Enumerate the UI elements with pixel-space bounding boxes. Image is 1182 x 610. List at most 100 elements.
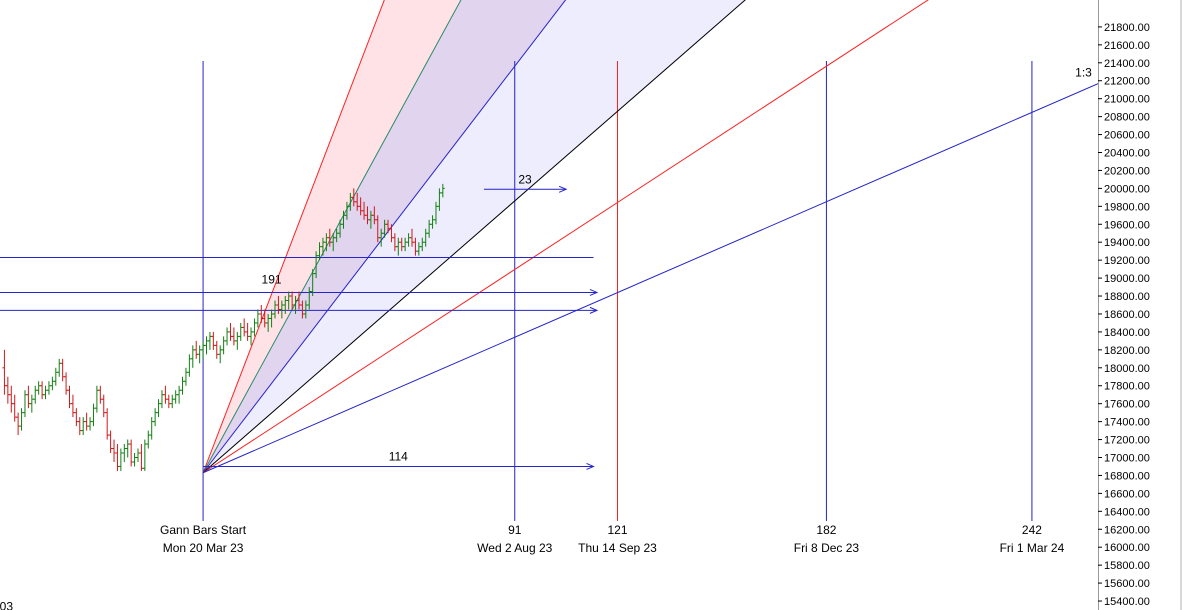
ohlc-bar — [177, 385, 182, 404]
ohlc-bar — [139, 444, 144, 471]
ohlc-bar — [98, 385, 103, 404]
ohlc-bar — [29, 394, 34, 413]
measure-arrow-label: 23 — [518, 172, 532, 186]
price-tick-label: 16000.00 — [1104, 542, 1150, 554]
ohlc-bar — [125, 439, 130, 458]
ohlc-bar — [142, 439, 147, 471]
price-tick-label: 19800.00 — [1104, 201, 1150, 213]
ohlc-bar — [221, 336, 226, 355]
fan-shade-zone — [203, 0, 566, 473]
ohlc-bar — [187, 354, 192, 377]
gann-fan-line — [202, 0, 462, 473]
ohlc-bar — [88, 417, 93, 431]
ohlc-bar — [129, 439, 134, 467]
price-tick-label: 21400.00 — [1104, 58, 1150, 70]
price-tick-label: 17000.00 — [1104, 453, 1150, 465]
time-marker-count: Gann Bars Start — [160, 523, 247, 537]
ohlc-bar — [94, 385, 99, 413]
price-tick-label: 21600.00 — [1104, 40, 1150, 52]
ohlc-bar — [156, 399, 161, 418]
time-marker-date: Mon 20 Mar 23 — [163, 541, 244, 555]
gann-fan-line — [202, 0, 746, 474]
time-marker-count: 242 — [1022, 523, 1042, 537]
ohlc-bar — [218, 345, 223, 364]
ohlc-bar — [211, 331, 216, 350]
ohlc-bar — [9, 385, 14, 413]
ohlc-bar — [207, 331, 212, 350]
ohlc-bar — [57, 358, 62, 377]
price-tick-label: 18400.00 — [1104, 327, 1150, 339]
ohlc-bar — [77, 417, 82, 436]
ohlc-bar — [146, 430, 151, 449]
ohlc-bar — [190, 345, 195, 368]
gann-fan-line — [202, 0, 567, 474]
measure-arrow-head — [558, 185, 568, 193]
price-tick-label: 15600.00 — [1104, 578, 1150, 590]
ohlc-bar — [173, 390, 178, 404]
ohlc-bar — [36, 381, 41, 395]
ohlc-bar — [149, 417, 154, 440]
time-marker-date: Fri 8 Dec 23 — [794, 541, 860, 555]
price-tick-label: 16400.00 — [1104, 506, 1150, 518]
ohlc-bar — [19, 408, 24, 431]
measure-arrow-head — [586, 463, 595, 470]
ohlc-bar — [225, 327, 230, 346]
price-tick-label: 20800.00 — [1104, 112, 1150, 124]
time-marker-count: 182 — [816, 523, 836, 537]
ohlc-bar — [12, 394, 17, 422]
ohlc-bar — [118, 448, 123, 471]
price-tick-label: 19000.00 — [1104, 273, 1150, 285]
price-tick-label: 16800.00 — [1104, 470, 1150, 482]
price-tick-label: 17200.00 — [1104, 435, 1150, 447]
ohlc-bar — [235, 331, 240, 350]
ohlc-bar — [115, 444, 120, 471]
ohlc-bar — [194, 340, 199, 359]
ohlc-bar — [242, 318, 247, 337]
price-tick-label: 20400.00 — [1104, 148, 1150, 160]
ohlc-bar — [183, 367, 188, 386]
level-arrow-head — [589, 288, 599, 296]
ohlc-bar — [238, 322, 243, 341]
price-tick-label: 18800.00 — [1104, 291, 1150, 303]
ohlc-bar — [84, 412, 89, 431]
ohlc-bar — [46, 381, 51, 395]
ohlc-bar — [204, 336, 209, 355]
gann-fan-line — [202, 0, 929, 474]
ohlc-bar — [255, 309, 260, 328]
ohlc-bar — [91, 403, 96, 427]
chart-annotation: 191 — [262, 272, 282, 286]
measure-arrow-label: 114 — [389, 449, 408, 463]
price-axis-background — [1098, 0, 1182, 610]
ohlc-bar — [159, 390, 164, 409]
price-tick-label: 18200.00 — [1104, 345, 1150, 357]
ohlc-bar — [122, 444, 127, 462]
ohlc-bar — [201, 340, 206, 359]
price-tick-label: 21200.00 — [1104, 76, 1150, 88]
price-tick-label: 21000.00 — [1104, 94, 1150, 106]
ohlc-bar — [180, 376, 185, 395]
ohlc-bar — [228, 322, 233, 341]
ohlc-bar — [81, 417, 86, 436]
ohlc-bar — [112, 439, 117, 462]
ohlc-bar — [43, 385, 48, 400]
price-tick-label: 18600.00 — [1104, 309, 1150, 321]
ohlc-bar — [105, 408, 110, 440]
ohlc-bar — [231, 327, 236, 346]
ohlc-bar — [70, 394, 75, 418]
ohlc-bar — [74, 408, 79, 427]
ohlc-bar — [101, 394, 106, 418]
ohlc-bar — [40, 381, 45, 400]
price-tick-label: 15800.00 — [1104, 560, 1150, 572]
price-tick-label: 16600.00 — [1104, 488, 1150, 500]
level-arrow-head — [589, 306, 599, 314]
price-tick-label: 19200.00 — [1104, 255, 1150, 267]
ohlc-bar — [163, 385, 168, 404]
ohlc-bar — [136, 448, 140, 462]
ohlc-bar — [440, 183, 445, 198]
cut-off-label: 303 — [0, 599, 13, 610]
ohlc-bar — [22, 390, 27, 418]
price-tick-label: 17800.00 — [1104, 381, 1150, 393]
ohlc-bar — [108, 430, 113, 454]
price-tick-label: 18000.00 — [1104, 363, 1150, 375]
